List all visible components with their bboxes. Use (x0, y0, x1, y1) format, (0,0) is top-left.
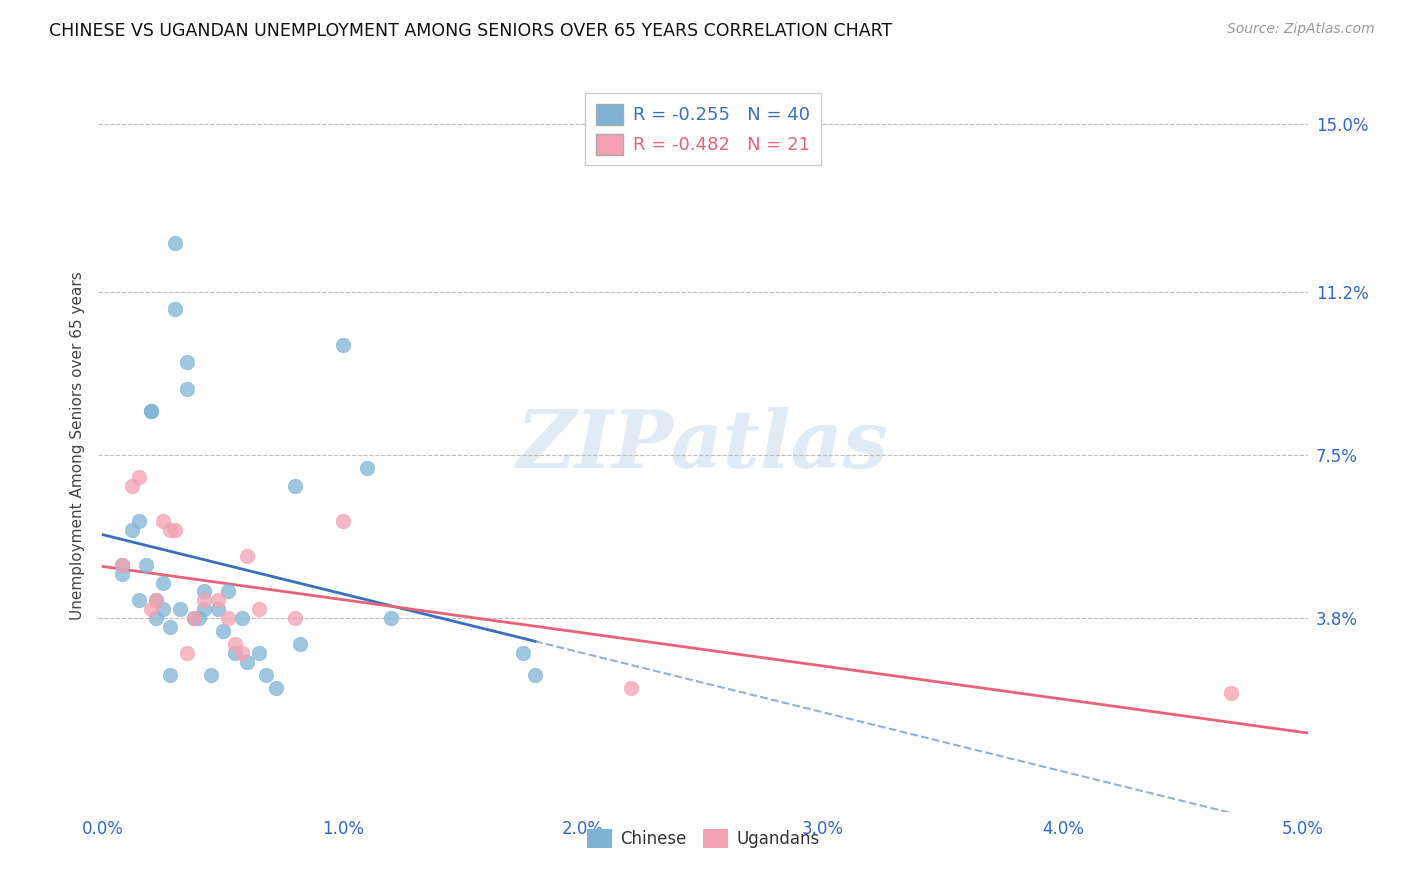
Point (165, 236, 187, 251)
Point (217, 584, 239, 599)
Point (159, 620, 181, 634)
Point (200, 668, 222, 682)
Point (193, 602, 215, 616)
Point (141, 602, 163, 616)
Point (152, 602, 174, 616)
Point (332, 514, 354, 528)
Point (169, 602, 191, 616)
Point (193, 584, 215, 599)
Point (236, 655, 259, 669)
Point (231, 646, 253, 660)
Point (284, 478, 307, 492)
Point (159, 668, 181, 682)
Point (111, 566, 134, 581)
Point (247, 602, 270, 616)
Point (176, 646, 198, 660)
Point (145, 611, 167, 625)
Point (332, 337, 354, 351)
Point (135, 558, 157, 572)
Point (165, 302, 187, 317)
Point (356, 461, 378, 475)
Text: Source: ZipAtlas.com: Source: ZipAtlas.com (1227, 22, 1375, 37)
Point (183, 611, 205, 625)
Point (128, 470, 150, 484)
Point (176, 382, 198, 396)
Point (145, 593, 167, 607)
Point (284, 611, 307, 625)
Point (264, 681, 287, 696)
Point (620, 681, 643, 696)
Point (152, 514, 174, 528)
Point (141, 403, 163, 417)
Point (247, 646, 270, 660)
Point (165, 523, 187, 537)
Point (207, 593, 229, 607)
Point (121, 478, 143, 492)
Text: ZIPatlas: ZIPatlas (517, 408, 889, 484)
Legend: Chinese, Ugandans: Chinese, Ugandans (579, 822, 827, 855)
Point (224, 637, 246, 651)
Point (128, 593, 150, 607)
Point (111, 558, 134, 572)
Point (159, 523, 181, 537)
Point (380, 611, 402, 625)
Point (231, 611, 253, 625)
Y-axis label: Unemployment Among Seniors over 65 years: Unemployment Among Seniors over 65 years (69, 272, 84, 620)
Point (188, 611, 211, 625)
Point (176, 355, 198, 369)
Point (193, 593, 215, 607)
Point (121, 523, 143, 537)
Text: CHINESE VS UGANDAN UNEMPLOYMENT AMONG SENIORS OVER 65 YEARS CORRELATION CHART: CHINESE VS UGANDAN UNEMPLOYMENT AMONG SE… (49, 22, 893, 40)
Point (524, 668, 547, 682)
Point (512, 646, 534, 660)
Point (1219, 686, 1241, 700)
Point (288, 637, 311, 651)
Point (183, 611, 205, 625)
Point (217, 611, 239, 625)
Point (212, 624, 235, 638)
Point (145, 593, 167, 607)
Point (152, 575, 174, 590)
Point (128, 514, 150, 528)
Point (141, 403, 163, 417)
Point (224, 646, 246, 660)
Point (111, 558, 134, 572)
Point (254, 668, 277, 682)
Point (236, 549, 259, 563)
Point (207, 602, 229, 616)
